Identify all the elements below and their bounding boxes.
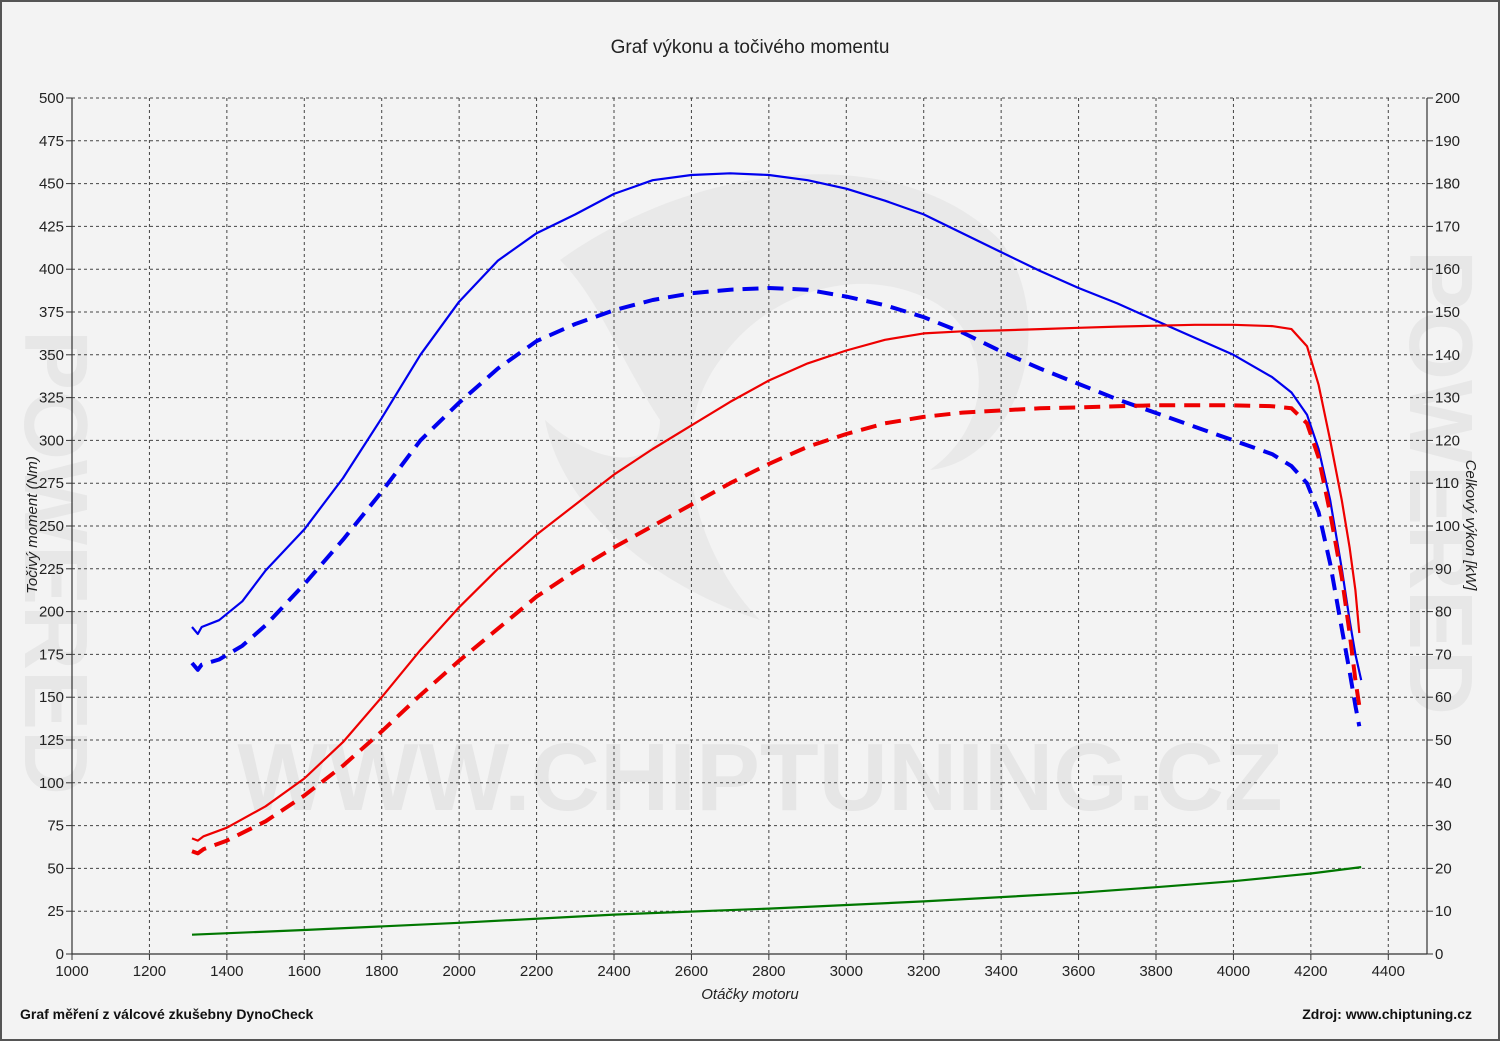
y-right-tick-label: 60 [1435, 689, 1452, 706]
y-right-tick-label: 200 [1435, 90, 1460, 107]
y-axis-left-title: Točivý moment (Nm) [24, 456, 41, 594]
y-left-tick-label: 225 [39, 561, 64, 578]
y-right-tick-label: 120 [1435, 432, 1460, 449]
x-tick-label: 3400 [984, 963, 1017, 980]
x-tick-label: 1000 [55, 963, 88, 980]
y-right-tick-label: 150 [1435, 304, 1460, 321]
y-left-tick-label: 500 [39, 90, 64, 107]
x-tick-label: 2000 [442, 963, 475, 980]
y-left-tick-label: 75 [47, 818, 64, 835]
y-right-tick-label: 170 [1435, 218, 1460, 235]
x-tick-label: 4400 [1372, 963, 1405, 980]
y-right-tick-label: 80 [1435, 604, 1452, 621]
y-right-tick-label: 50 [1435, 732, 1452, 749]
y-right-tick-label: 30 [1435, 818, 1452, 835]
y-left-tick-label: 125 [39, 732, 64, 749]
series-line-1 [190, 286, 1362, 727]
y-left-tick-label: 450 [39, 176, 64, 193]
series-line-4 [191, 866, 1362, 936]
y-left-tick-label: 200 [39, 604, 64, 621]
series-line-0 [191, 172, 1363, 681]
y-left-tick-label: 250 [39, 518, 64, 535]
y-right-tick-label: 180 [1435, 176, 1460, 193]
y-axis-right-title: Celkový výkon [kW] [1462, 460, 1479, 592]
x-tick-label: 4000 [1217, 963, 1250, 980]
x-tick-label: 3800 [1139, 963, 1172, 980]
watermark-swirl-shape [545, 174, 1029, 620]
x-tick-label: 1200 [133, 963, 166, 980]
y-left-tick-label: 275 [39, 475, 64, 492]
y-right-tick-label: 10 [1435, 903, 1452, 920]
y-left-tick-label: 175 [39, 646, 64, 663]
y-left-tick-label: 50 [47, 860, 64, 877]
x-tick-label: 1400 [210, 963, 243, 980]
y-right-tick-label: 100 [1435, 518, 1460, 535]
y-left-tick-label: 300 [39, 432, 64, 449]
y-right-tick-label: 190 [1435, 133, 1460, 150]
x-tick-label: 1800 [365, 963, 398, 980]
y-left-tick-label: 100 [39, 775, 64, 792]
x-axis-title: Otáčky motoru [701, 986, 799, 1003]
y-left-tick-label: 0 [56, 946, 64, 963]
footer-source-left: Graf měření z válcové zkušebny DynoCheck [20, 1006, 314, 1022]
y-left-tick-label: 400 [39, 261, 64, 278]
y-right-tick-label: 140 [1435, 347, 1460, 364]
y-left-tick-label: 375 [39, 304, 64, 321]
series-lines [190, 172, 1363, 936]
axes: 1000 1200 1400 1600 1800 2000 2200 2400 2600 2800… [39, 90, 1460, 980]
series-line-3 [191, 403, 1362, 856]
y-right-tick-label: 0 [1435, 946, 1443, 963]
x-tick-label: 3000 [830, 963, 863, 980]
chart-title: Graf výkonu a točivého momentu [611, 37, 890, 58]
series-line-2 [191, 323, 1361, 842]
y-right-tick-label: 110 [1435, 475, 1459, 492]
x-tick-label: 4200 [1294, 963, 1327, 980]
y-right-tick-label: 90 [1435, 561, 1452, 578]
gridlines [72, 97, 1427, 954]
x-tick-label: 2200 [520, 963, 553, 980]
y-left-tick-label: 325 [39, 390, 64, 407]
watermark-side-right: POWERED [1390, 250, 1490, 715]
y-right-tick-label: 70 [1435, 646, 1452, 663]
y-left-tick-label: 425 [39, 218, 64, 235]
x-tick-label: 2800 [752, 963, 785, 980]
y-right-tick-label: 20 [1435, 860, 1452, 877]
y-left-tick-label: 150 [39, 689, 64, 706]
x-tick-label: 3200 [907, 963, 940, 980]
y-right-tick-label: 40 [1435, 775, 1452, 792]
x-tick-label: 2600 [675, 963, 708, 980]
footer-source-right: Zdroj: www.chiptuning.cz [1302, 1006, 1472, 1022]
y-left-tick-label: 475 [39, 133, 64, 150]
watermark: WWW.CHIPTUNING.CZ POWERED POWERED [5, 174, 1490, 831]
y-left-tick-label: 25 [47, 903, 64, 920]
watermark-side-left: POWERED [5, 330, 105, 795]
x-tick-label: 2400 [597, 963, 630, 980]
watermark-url: WWW.CHIPTUNING.CZ [237, 724, 1282, 831]
x-tick-label: 3600 [1062, 963, 1095, 980]
y-right-tick-label: 130 [1435, 390, 1460, 407]
y-left-tick-label: 350 [39, 347, 64, 364]
x-tick-label: 1600 [288, 963, 321, 980]
y-right-tick-label: 160 [1435, 261, 1460, 278]
